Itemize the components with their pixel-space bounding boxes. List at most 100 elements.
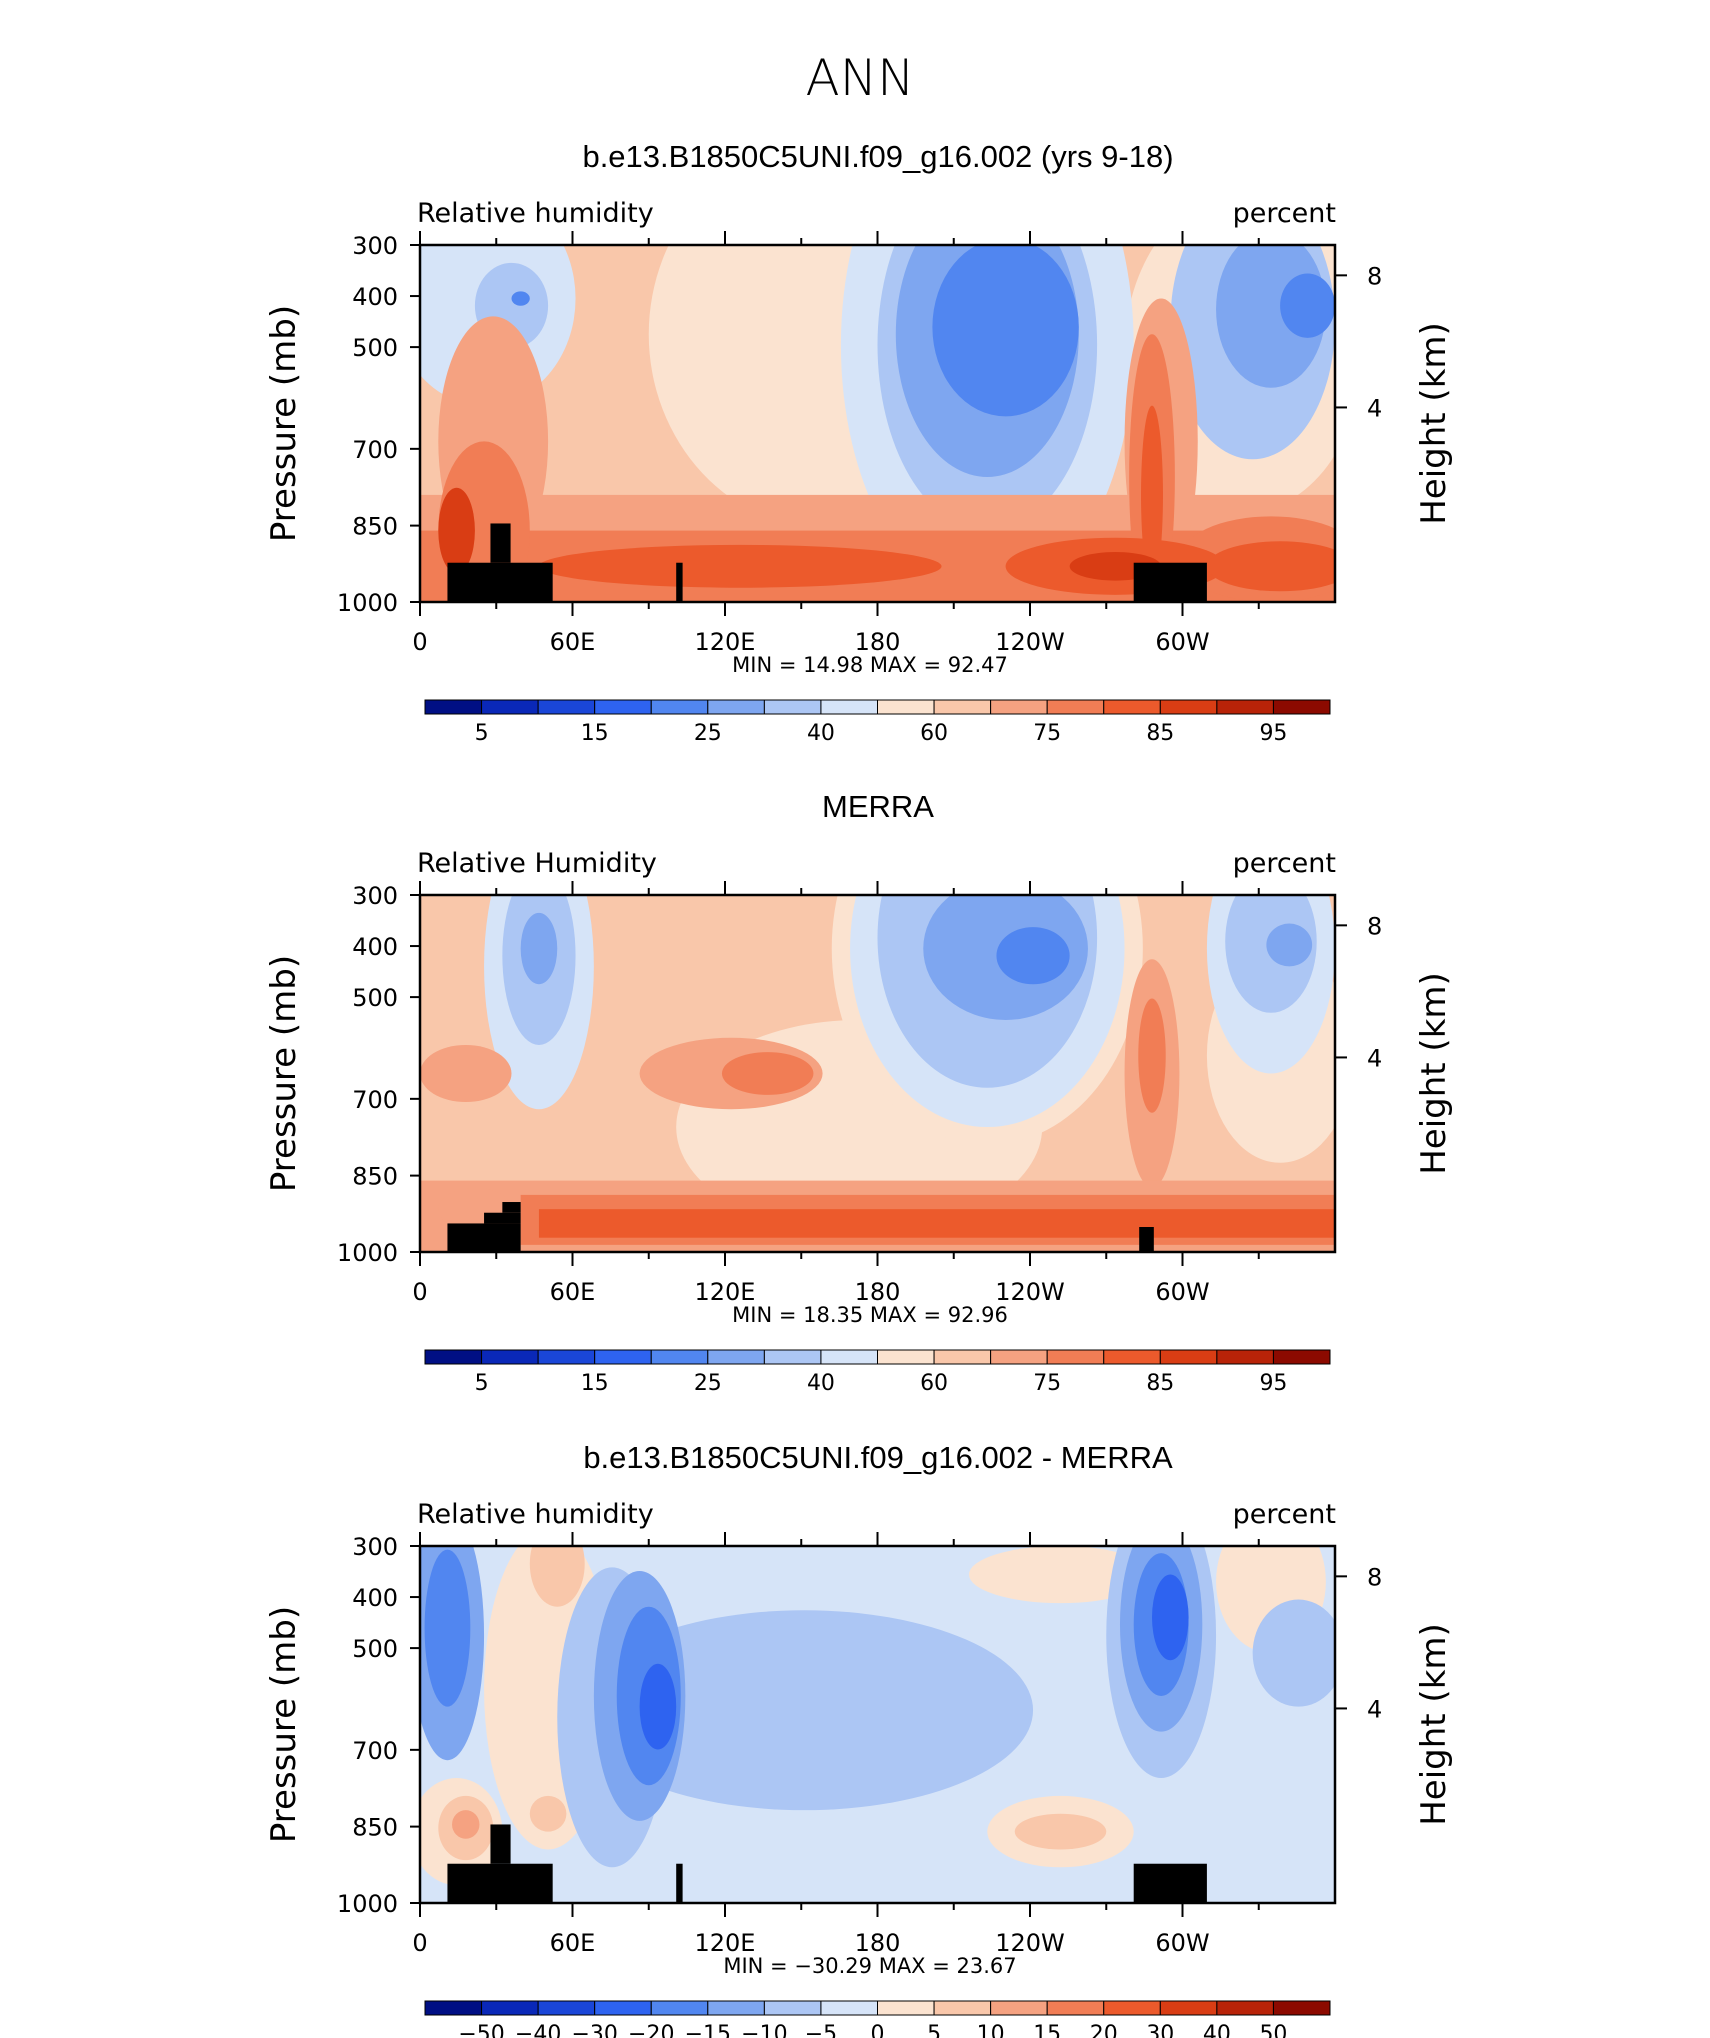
units-label: percent: [1233, 848, 1336, 879]
x-tick-label: 60E: [550, 1278, 596, 1306]
colorbar-box: [1272, 2000, 1331, 2016]
colorbar-label: −20: [628, 2022, 674, 2038]
variable-label: Relative humidity: [417, 1499, 654, 1530]
colorbar-label: 75: [1033, 721, 1061, 746]
terrain-mask: [490, 1824, 511, 1864]
y-tick-label: 300: [352, 1533, 398, 1561]
colorbar-box: [1159, 2000, 1218, 2016]
colorbar-box: [537, 699, 596, 715]
x-tick-label: 0: [412, 628, 427, 656]
min-max-label: MIN = 18.35 MAX = 92.96: [732, 1303, 1008, 1327]
height-tick-label: 8: [1367, 1563, 1382, 1591]
colorbar-label: 10: [977, 2022, 1005, 2038]
y-tick-label: 700: [352, 1737, 398, 1765]
colorbar-label: 60: [920, 1371, 948, 1396]
colorbar-box: [877, 2000, 935, 2016]
contour-region: [1141, 405, 1163, 585]
y2-axis-label: Height (km): [1414, 972, 1454, 1175]
colorbar-box: [763, 699, 822, 715]
panel-title: b.e13.B1850C5UNI.f09_g16.002 (yrs 9-18): [582, 139, 1173, 174]
chart-panel-1: b.e13.B1850C5UNI.f09_g16.002 (yrs 9-18) R…: [264, 139, 1454, 746]
y2-axis-label: Height (km): [1414, 322, 1454, 525]
colorbar-label: 15: [581, 1371, 609, 1396]
colorbar-label: 60: [920, 721, 948, 746]
colorbar-box: [481, 1349, 539, 1365]
y-axis-label: Pressure (mb): [264, 1606, 304, 1843]
colorbar-box: [1103, 699, 1161, 715]
colorbar-box: [424, 1349, 483, 1365]
colorbar-box: [650, 1349, 709, 1365]
colorbar-label: 40: [1203, 2022, 1231, 2038]
colorbar-box: [707, 699, 765, 715]
units-label: percent: [1233, 1499, 1336, 1530]
x-tick-label: 120E: [695, 1929, 756, 1957]
y-tick-label: 500: [352, 1635, 398, 1663]
colorbar-label: 15: [1033, 2022, 1061, 2038]
y-tick-label: 700: [352, 1086, 398, 1114]
figure-title: ANN: [805, 49, 914, 107]
y-tick-label: 400: [352, 283, 398, 311]
colorbar-label: 25: [694, 1371, 722, 1396]
colorbar-box: [820, 1349, 878, 1365]
colorbar-box: [1272, 1349, 1331, 1365]
colorbar-box: [424, 2000, 483, 2016]
x-tick-label: 120W: [995, 1278, 1065, 1306]
x-tick-label: 60E: [550, 1929, 596, 1957]
y-tick-label: 300: [352, 882, 398, 910]
terrain-mask: [1133, 562, 1207, 602]
terrain-mask: [447, 562, 553, 602]
colorbar-box: [537, 2000, 596, 2016]
contour-field: [420, 895, 1335, 1252]
terrain-mask: [484, 1212, 521, 1224]
colorbar-box: [481, 699, 539, 715]
contour-region: [452, 1810, 480, 1839]
x-tick-label: 120W: [995, 628, 1065, 656]
colorbar-label: 0: [871, 2022, 885, 2038]
colorbar-label: −5: [805, 2022, 837, 2038]
variable-label: Relative Humidity: [417, 848, 657, 879]
contour-region: [1252, 1599, 1335, 1707]
terrain-mask: [447, 1863, 553, 1903]
contour-region: [1266, 923, 1313, 967]
colorbar-label: 40: [807, 721, 835, 746]
y-tick-label: 700: [352, 436, 398, 464]
contour-region: [1206, 541, 1335, 592]
colorbar-label: 20: [1090, 2022, 1118, 2038]
colorbar-label: 75: [1033, 1371, 1061, 1396]
colorbar-box: [594, 2000, 652, 2016]
colorbar-box: [537, 1349, 596, 1365]
x-tick-label: 60E: [550, 628, 596, 656]
y-tick-label: 400: [352, 1584, 398, 1612]
colorbar-label: −40: [515, 2022, 561, 2038]
y-tick-label: 850: [352, 513, 398, 541]
colorbar-label: 5: [475, 721, 489, 746]
panel-title: b.e13.B1850C5UNI.f09_g16.002 - MERRA: [583, 1440, 1173, 1475]
colorbar-label: 5: [475, 1371, 489, 1396]
height-tick-label: 4: [1367, 1044, 1382, 1072]
y-axis-label: Pressure (mb): [264, 955, 304, 1192]
colorbar-label: 25: [694, 721, 722, 746]
colorbar: 5 15 25 40 60 75 85 95: [424, 1349, 1331, 1396]
x-tick-label: 60W: [1155, 1929, 1209, 1957]
y-tick-label: 1000: [337, 1890, 398, 1918]
y-axis-label: Pressure (mb): [264, 305, 304, 542]
y-tick-label: 850: [352, 1814, 398, 1842]
colorbar-box: [1103, 1349, 1161, 1365]
x-tick-label: 0: [412, 1278, 427, 1306]
colorbar-box: [1159, 699, 1218, 715]
x-tick-label: 120W: [995, 1929, 1065, 1957]
colorbar-box: [933, 1349, 992, 1365]
colorbar-box: [990, 1349, 1048, 1365]
contour-region: [1152, 1574, 1189, 1661]
contour-region: [969, 1546, 1152, 1604]
colorbar-box: [1216, 2000, 1274, 2016]
colorbar: 5 15 25 40 60 75 85 95: [424, 699, 1331, 746]
colorbar-box: [1159, 1349, 1218, 1365]
colorbar-box: [424, 699, 483, 715]
contour-region: [538, 1209, 1335, 1238]
y-tick-label: 300: [352, 232, 398, 260]
colorbar-box: [1046, 699, 1105, 715]
colorbar-label: 95: [1259, 721, 1287, 746]
height-tick-label: 4: [1367, 1695, 1382, 1723]
